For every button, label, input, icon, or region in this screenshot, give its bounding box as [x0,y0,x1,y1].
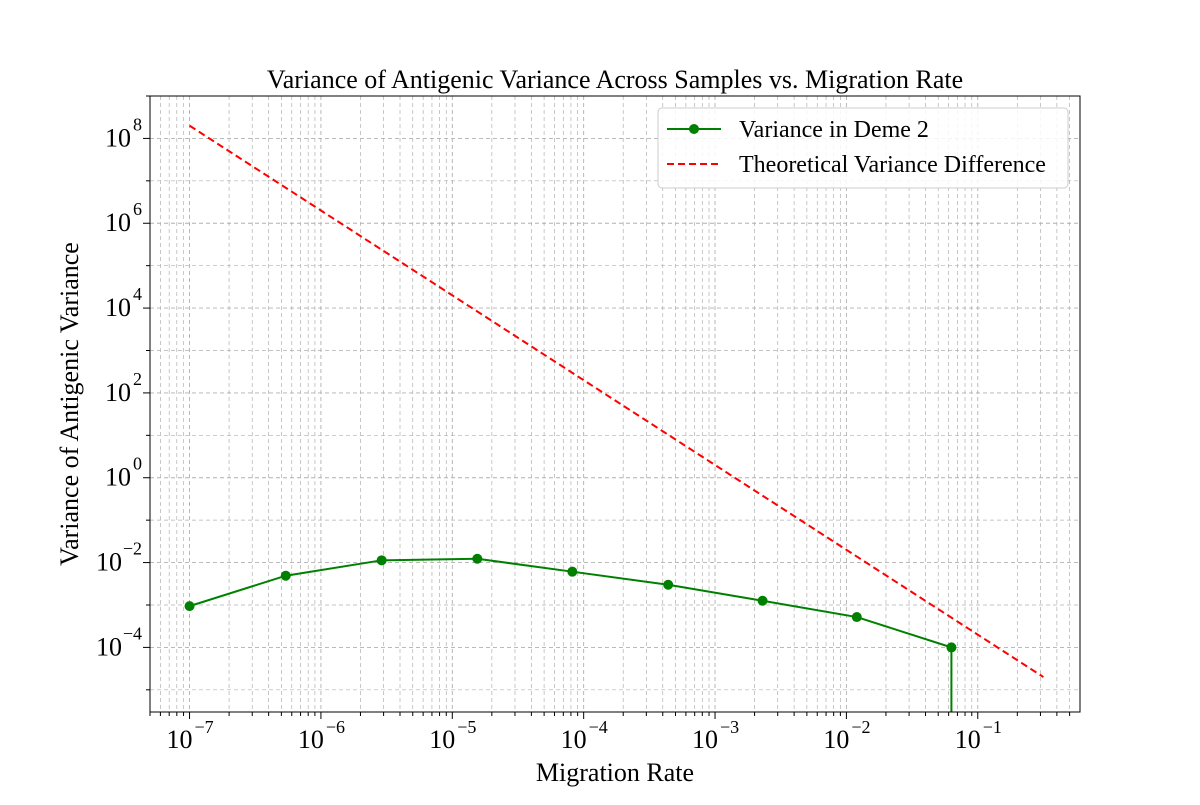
y-tick-label-exponent: −4 [123,623,142,643]
legend: Variance in Deme 2 Theoretical Variance … [657,107,1069,189]
x-tick-label-exponent: −7 [195,717,214,737]
data-point-variance-deme-2 [946,642,957,653]
x-tick-label-exponent: −4 [589,717,608,737]
y-tick-label-exponent: 6 [133,199,142,219]
data-point-variance-deme-2 [663,579,674,590]
x-tick-label-exponent: −5 [457,717,476,737]
plot-area-frame [149,95,1081,713]
x-tick-label: 10 [823,725,849,754]
data-point-variance-deme-2 [280,570,291,581]
y-tick-label: 10 [105,123,131,152]
chart-title: Variance of Antigenic Variance Across Sa… [267,65,963,94]
data-point-variance-deme-2 [184,601,195,612]
y-tick-label: 10 [96,632,122,661]
y-axis-label: Variance of Antigenic Variance [55,242,84,566]
legend-marker-variance-deme-2 [689,124,699,134]
y-tick-label-exponent: −2 [123,539,142,559]
y-tick-label: 10 [105,378,131,407]
y-tick-label: 10 [105,463,131,492]
legend-box [657,107,1069,189]
grid [149,95,1080,712]
x-tick-label-exponent: −6 [326,717,345,737]
y-tick-label-exponent: 2 [133,369,142,389]
x-axis-label: Migration Rate [536,758,694,787]
x-tick-label: 10 [561,725,587,754]
axis-ticks: 10 −7 10 −6 10 −5 10 −4 10 −3 10 −2 10 −1−410−2100102… [96,95,1071,754]
y-tick-label-exponent: 4 [133,284,142,304]
legend-label-theoretical-difference: Theoretical Variance Difference [739,152,1046,178]
data-point-variance-deme-2 [851,612,862,623]
x-tick-label-exponent: −2 [851,717,870,737]
x-tick-label-exponent: −3 [720,717,739,737]
y-tick-label: 10 [105,208,131,237]
y-tick-label: 10 [105,293,131,322]
series-line-variance-deme-2 [189,557,953,712]
x-tick-label: 10 [429,725,455,754]
data-point-variance-deme-2 [472,553,483,564]
x-tick-label: 10 [955,725,981,754]
x-tick-label: 10 [692,725,718,754]
legend-label-variance-deme-2: Variance in Deme 2 [739,117,929,143]
plot-series [184,124,1044,712]
x-tick-label: 10 [167,725,193,754]
x-tick-label-exponent: −1 [983,717,1002,737]
x-tick-label: 10 [298,725,324,754]
y-tick-label-exponent: 8 [133,114,142,134]
data-point-variance-deme-2 [567,566,578,577]
data-point-variance-deme-2 [376,555,387,566]
y-tick-label: 10 [96,548,122,577]
data-point-variance-deme-2 [757,595,768,606]
series-line-theoretical-difference [189,124,1044,678]
y-tick-label-exponent: 0 [133,454,142,474]
